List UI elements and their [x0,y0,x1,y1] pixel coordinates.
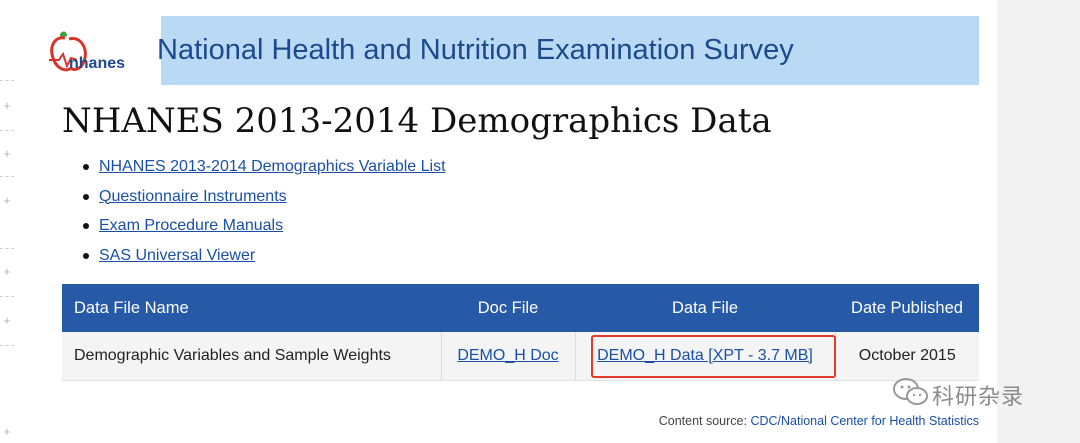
sas-viewer-link[interactable]: SAS Universal Viewer [99,246,256,264]
doc-file-link[interactable]: DEMO_H Doc [457,347,559,364]
gutter-divider [0,345,14,346]
resource-links: NHANES 2013-2014 Demographics Variable L… [80,156,446,274]
page-title: NHANES 2013-2014 Demographics Data [62,101,772,141]
right-side-panel [997,0,1080,443]
procedure-manuals-link[interactable]: Exam Procedure Manuals [99,217,284,234]
watermark: 科研杂录 [892,376,1052,412]
logo-text: nhanes [69,55,126,72]
plus-icon[interactable]: + [3,98,11,113]
plus-icon[interactable]: + [3,146,11,161]
gutter-divider [0,296,14,297]
header-doc-file: Doc File [441,284,575,332]
plus-icon[interactable]: + [3,313,11,328]
gutter-divider [0,176,14,177]
nhanes-logo[interactable]: nhanes [47,24,137,80]
gutter-divider [0,130,14,131]
header-date-published: Date Published [835,284,979,332]
plus-icon[interactable]: + [3,264,11,279]
data-files-table: Data File Name Doc File Data File Date P… [62,284,979,381]
content-source-link[interactable]: CDC/National Center for Health Statistic… [750,414,979,428]
questionnaire-link[interactable]: Questionnaire Instruments [99,187,287,205]
left-gutter: + + + + + + [0,0,18,443]
banner-background [161,16,979,85]
plus-icon[interactable]: + [3,424,11,439]
wechat-icon [893,378,928,405]
list-item: Questionnaire Instruments [80,186,446,216]
apple-icon [49,31,87,72]
variable-list-link[interactable]: NHANES 2013-2014 Demographics Variable L… [99,158,446,175]
date-published-cell: October 2015 [835,332,979,381]
footer-prefix: Content source: [658,414,751,428]
header-data-file-name: Data File Name [62,284,441,332]
content-source: Content source: CDC/National Center for … [659,414,979,428]
site-banner: National Health and Nutrition Examinatio… [37,16,979,85]
list-item: Exam Procedure Manuals [80,215,446,245]
file-name-cell: Demographic Variables and Sample Weights [62,332,442,381]
list-item: NHANES 2013-2014 Demographics Variable L… [80,156,446,186]
plus-icon[interactable]: + [3,193,11,208]
header-data-file: Data File [575,284,835,332]
list-item: SAS Universal Viewer [80,245,446,275]
data-file-link[interactable]: DEMO_H Data [XPT - 3.7 MB] [597,347,813,364]
table-row: Demographic Variables and Sample Weights… [62,332,979,381]
table-header-row: Data File Name Doc File Data File Date P… [62,284,979,332]
watermark-text: 科研杂录 [932,385,1025,410]
data-file-cell: DEMO_H Data [XPT - 3.7 MB] [575,332,836,381]
gutter-divider [0,80,14,81]
doc-file-cell: DEMO_H Doc [441,332,576,381]
banner-title: National Health and Nutrition Examinatio… [157,34,794,66]
gutter-divider [0,248,14,249]
